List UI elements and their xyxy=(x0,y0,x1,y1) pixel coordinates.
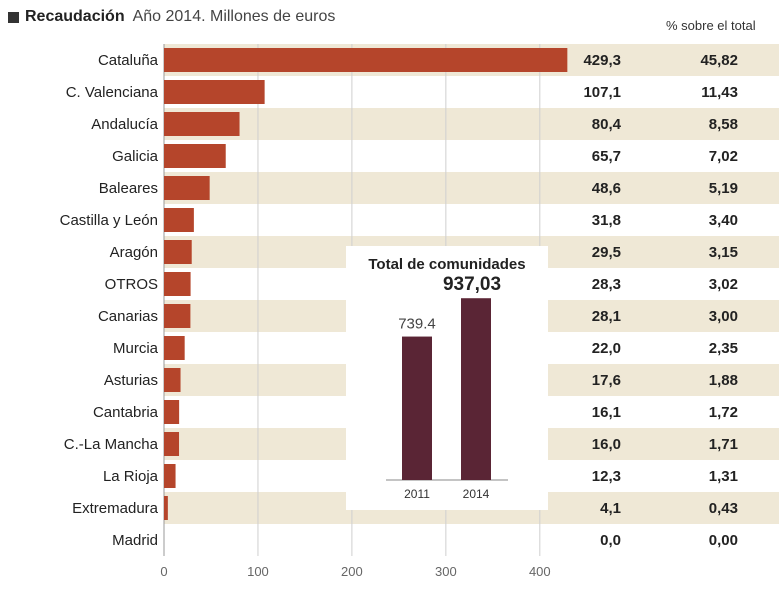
category-label: La Rioja xyxy=(103,468,159,485)
percent-label: 1,72 xyxy=(709,404,738,421)
category-label: Murcia xyxy=(113,340,159,357)
inset-title: Total de comunidades xyxy=(368,256,526,273)
percent-label: 0,43 xyxy=(709,500,738,517)
bar xyxy=(164,144,226,168)
bar xyxy=(164,400,180,424)
category-label: Galicia xyxy=(112,148,159,165)
bar xyxy=(164,432,180,456)
category-label: C. Valenciana xyxy=(66,84,159,101)
percent-label: 8,58 xyxy=(709,116,738,133)
row-band xyxy=(164,108,779,140)
inset-value-label: 739.4 xyxy=(398,316,436,333)
row-band xyxy=(164,172,779,204)
bar xyxy=(164,272,191,296)
value-label: 65,7 xyxy=(592,148,621,165)
category-label: Castilla y León xyxy=(60,212,158,229)
x-tick-label: 0 xyxy=(160,564,167,579)
inset-x-tick-label: 2014 xyxy=(463,487,490,501)
percent-label: 11,43 xyxy=(701,84,738,101)
category-label: Extremadura xyxy=(72,500,159,517)
value-label: 12,3 xyxy=(592,468,621,485)
value-label: 16,0 xyxy=(592,436,621,453)
chart-title: Recaudación xyxy=(25,8,125,25)
value-label: 22,0 xyxy=(592,340,621,357)
category-label: C.-La Mancha xyxy=(64,436,159,453)
value-label: 28,1 xyxy=(592,308,621,325)
percent-label: 3,00 xyxy=(709,308,738,325)
category-label: OTROS xyxy=(105,276,158,293)
bar xyxy=(164,368,181,392)
bar xyxy=(164,464,176,488)
x-tick-label: 200 xyxy=(341,564,363,579)
value-label: 16,1 xyxy=(592,404,621,421)
category-label: Aragón xyxy=(110,244,158,261)
x-tick-label: 100 xyxy=(247,564,269,579)
bar xyxy=(164,48,568,72)
square-bullet-icon xyxy=(8,11,19,23)
percent-label: 1,71 xyxy=(709,436,738,453)
inset-bar-chart: 2011 739.4 2014 937,03 xyxy=(386,274,508,501)
percent-label: 3,15 xyxy=(709,244,738,261)
value-label: 17,6 xyxy=(592,372,621,389)
bar xyxy=(164,176,210,200)
category-label: Asturias xyxy=(104,372,158,389)
percent-label: 0,00 xyxy=(709,532,738,549)
percent-label: 5,19 xyxy=(709,180,738,197)
percent-label: 3,02 xyxy=(709,276,738,293)
percent-label: 3,40 xyxy=(709,212,738,229)
category-label: Cataluña xyxy=(98,52,159,69)
inset-x-tick-label: 2011 xyxy=(404,487,430,501)
value-label: 31,8 xyxy=(592,212,621,229)
category-label: Madrid xyxy=(112,532,158,549)
percent-label: 7,02 xyxy=(709,148,738,165)
category-label: Baleares xyxy=(99,180,158,197)
percent-label: 45,82 xyxy=(700,52,738,69)
value-label: 107,1 xyxy=(583,84,621,101)
bar xyxy=(164,496,168,520)
x-tick-label: 300 xyxy=(435,564,457,579)
bar xyxy=(164,208,194,232)
value-label: 29,5 xyxy=(592,244,621,261)
bar xyxy=(164,80,265,104)
value-label: 80,4 xyxy=(592,116,622,133)
value-label: 4,1 xyxy=(600,500,621,517)
chart-header: Recaudación Año 2014. Millones de euros xyxy=(8,6,335,28)
percent-column-header: % sobre el total xyxy=(666,18,756,33)
category-label: Cantabria xyxy=(93,404,159,421)
inset-value-label: 937,03 xyxy=(443,274,501,295)
bar xyxy=(164,240,192,264)
x-tick-label: 400 xyxy=(529,564,551,579)
chart-subtitle: Año 2014. Millones de euros xyxy=(132,8,336,25)
value-label: 429,3 xyxy=(583,52,621,69)
bar xyxy=(164,112,240,136)
totals-inset: Total de comunidades 2011 739.4 2014 937,03 xyxy=(346,246,548,510)
value-label: 48,6 xyxy=(592,180,621,197)
percent-label: 1,88 xyxy=(709,372,738,389)
value-label: 28,3 xyxy=(592,276,621,293)
inset-bar xyxy=(402,336,432,480)
value-label: 0,0 xyxy=(600,532,621,549)
percent-label: 1,31 xyxy=(709,468,738,485)
category-label: Andalucía xyxy=(91,116,158,133)
bar xyxy=(164,336,185,360)
category-label: Canarias xyxy=(98,308,158,325)
bar xyxy=(164,304,191,328)
inset-bar xyxy=(461,298,491,480)
percent-label: 2,35 xyxy=(709,340,738,357)
